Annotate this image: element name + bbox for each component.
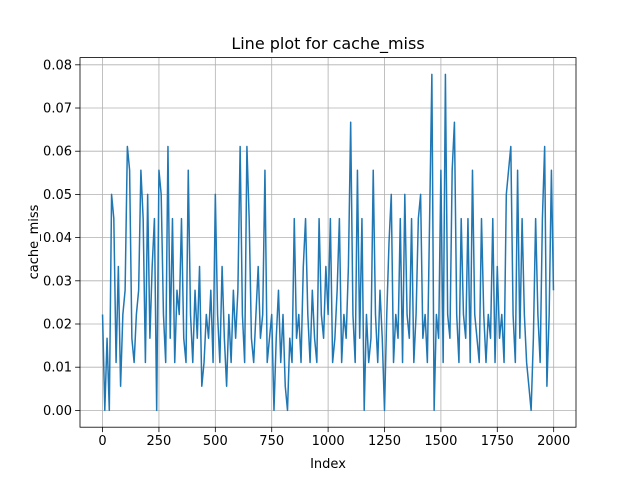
x-tick-label: 1000 [312,434,345,449]
y-axis-label: cache_miss [27,204,42,279]
x-tick-label: 500 [203,434,228,449]
y-tick-label: 0.02 [43,318,72,333]
y-tick-label: 0.06 [43,145,72,160]
x-tick-label: 1250 [368,434,401,449]
y-tick-label: 0.00 [43,404,72,419]
x-tick-label: 250 [147,434,172,449]
y-tick-label: 0.08 [43,58,72,73]
x-tick-label: 750 [259,434,284,449]
data-line [101,73,555,412]
x-tick-label: 1750 [481,434,514,449]
y-tick-label: 0.03 [43,274,72,289]
x-tick-label: 0 [98,434,106,449]
x-axis-label: Index [310,457,346,472]
y-tick-label: 0.04 [43,231,72,246]
chart-title: Line plot for cache_miss [231,34,424,54]
x-tick-label: 2000 [537,434,570,449]
x-tick-label: 1500 [424,434,457,449]
y-tick-label: 0.07 [43,102,72,117]
axes-frame [79,57,577,428]
y-tick-label: 0.01 [43,361,72,376]
y-tick-label: 0.05 [43,188,72,203]
